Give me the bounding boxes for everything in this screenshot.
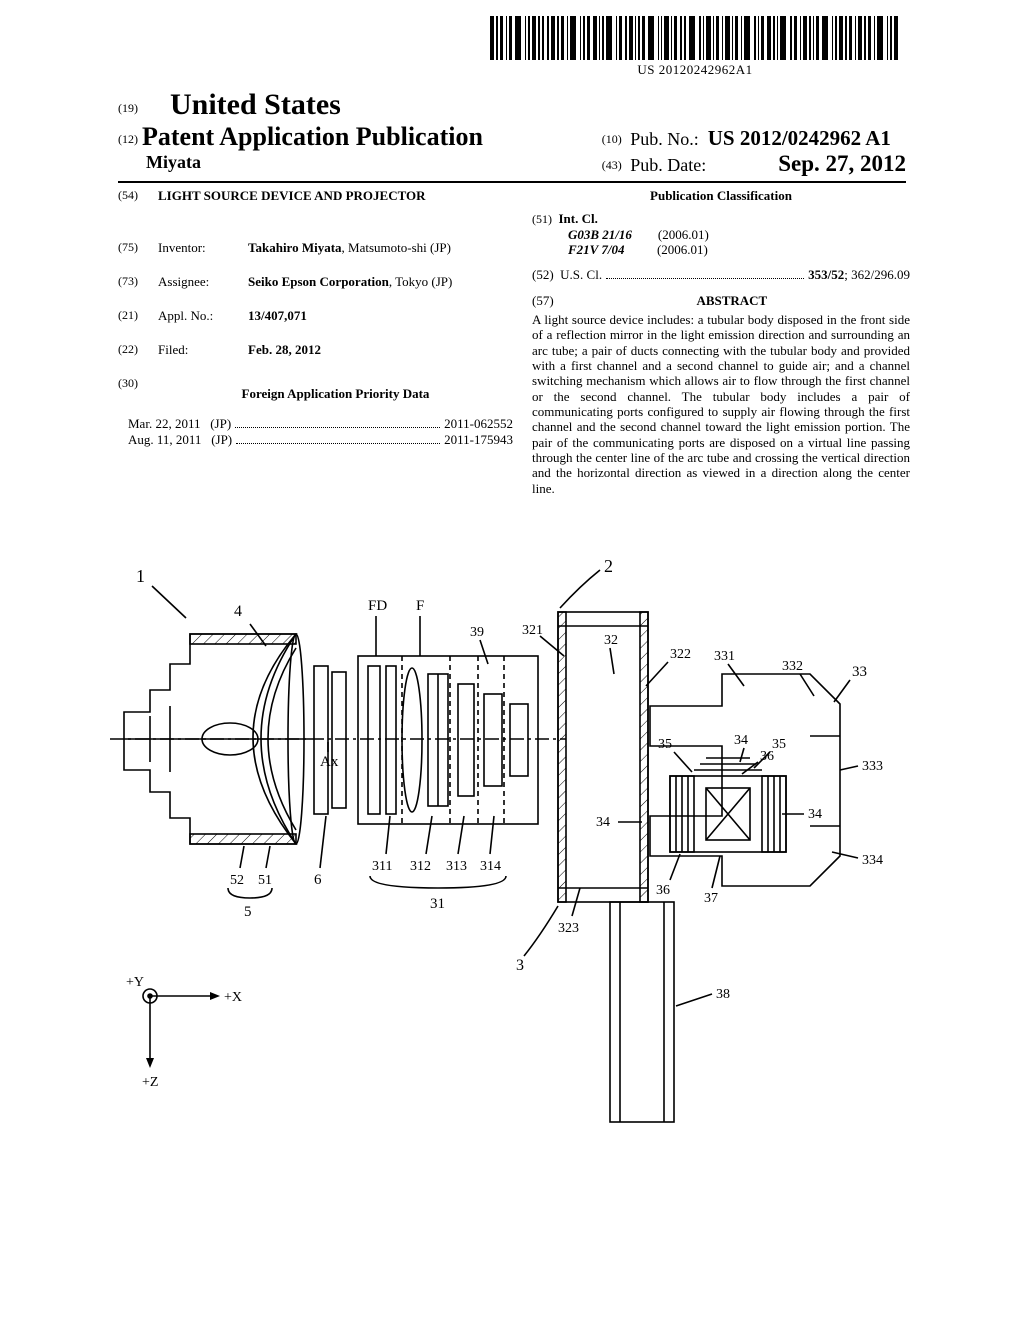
fig-label-331: 331 — [714, 649, 735, 664]
ipc-2-edition: (2006.01) — [657, 242, 708, 257]
abstract-text: A light source device includes: a tubula… — [532, 312, 910, 496]
applno-label: Appl. No.: — [158, 308, 248, 324]
fig-label-313: 313 — [446, 859, 467, 874]
code-21: (21) — [118, 308, 158, 324]
code-57: (57) — [532, 293, 554, 308]
assignee-label: Assignee: — [158, 274, 248, 290]
fp2-number: 2011-175943 — [444, 432, 513, 448]
fig-label-39: 39 — [470, 625, 484, 640]
pubdate-label: Pub. Date: — [630, 155, 706, 175]
fig-label-34b: 34 — [734, 733, 748, 748]
fp2-date: Aug. 11, 2011 — [128, 432, 201, 448]
prefix-43: (43) — [602, 158, 622, 172]
code-30: (30) — [118, 376, 158, 410]
barcode-number: US 20120242962A1 — [637, 62, 752, 78]
code-73: (73) — [118, 274, 158, 290]
application-number: 13/407,071 — [248, 308, 513, 324]
barcode-block: US 20120242962A1 — [490, 16, 900, 78]
intcl-label: Int. Cl. — [559, 211, 598, 226]
fig-label-fd: FD — [368, 598, 387, 614]
inventor-label: Inventor: — [158, 240, 248, 256]
invention-title: LIGHT SOURCE DEVICE AND PROJECTOR — [158, 188, 426, 204]
prefix-19: (19) — [118, 101, 138, 115]
fig-label-32: 32 — [604, 633, 618, 648]
fig-label-334: 334 — [862, 853, 883, 868]
fig-label-5: 5 — [244, 904, 252, 920]
code-52: (52) — [532, 267, 554, 282]
classification-heading: Publication Classification — [532, 188, 910, 203]
code-51: (51) — [532, 212, 552, 226]
fig-label-321: 321 — [522, 623, 543, 638]
fig-label-51: 51 — [258, 873, 272, 888]
header: (19) United States (12) Patent Application… — [118, 88, 906, 183]
fig-label-33: 33 — [852, 664, 867, 680]
patent-figure: 1 2 4 Ax 52 51 5 6 FD F — [110, 556, 914, 1176]
fig-axis-x: +X — [224, 990, 242, 1005]
ipc-1: G03B 21/16 — [568, 227, 632, 242]
fig-label-2: 2 — [604, 556, 613, 576]
assignee-name: Seiko Epson Corporation — [248, 274, 389, 289]
author-name: Miyata — [146, 152, 483, 173]
ipc-1-edition: (2006.01) — [658, 227, 709, 242]
publication-type: Patent Application Publication — [142, 122, 483, 151]
fig-label-34c: 34 — [808, 807, 822, 822]
fp1-number: 2011-062552 — [444, 416, 513, 432]
fig-label-6: 6 — [314, 872, 322, 888]
filed-label: Filed: — [158, 342, 248, 358]
code-75: (75) — [118, 240, 158, 256]
fig-label-322: 322 — [670, 647, 691, 662]
publication-number: US 2012/0242962 A1 — [708, 126, 891, 150]
abstract-heading: ABSTRACT — [554, 293, 910, 308]
pubno-label: Pub. No.: — [630, 129, 699, 149]
assignee-location: , Tokyo (JP) — [389, 274, 453, 289]
fig-label-f: F — [416, 598, 424, 614]
fig-label-1: 1 — [136, 566, 145, 586]
uscl-value: 353/52; 362/296.09 — [808, 267, 910, 282]
inventor-name: Takahiro Miyata — [248, 240, 342, 255]
fig-label-333: 333 — [862, 759, 883, 774]
country-title: United States — [170, 88, 341, 121]
fig-axis-z: +Z — [142, 1075, 158, 1090]
abstract-block: Publication Classification (51) Int. Cl.… — [532, 188, 910, 496]
fig-label-312: 312 — [410, 859, 431, 874]
fig-label-31: 31 — [430, 896, 445, 912]
fig-label-36b: 36 — [656, 883, 670, 898]
ipc-2: F21V 7/04 — [568, 242, 624, 257]
uscl-label: U.S. Cl. — [560, 267, 602, 282]
fig-label-35a: 35 — [658, 737, 672, 752]
fig-label-35b: 35 — [772, 737, 786, 752]
foreign-priority-heading: Foreign Application Priority Data — [158, 386, 513, 402]
barcode — [490, 16, 900, 60]
fig-label-323: 323 — [558, 921, 579, 936]
fp1-country: (JP) — [210, 416, 231, 432]
fig-label-52: 52 — [230, 873, 244, 888]
fig-label-37: 37 — [704, 891, 718, 906]
fig-label-ax: Ax — [320, 754, 339, 770]
publication-date: Sep. 27, 2012 — [778, 151, 906, 176]
biblio-block: (54) LIGHT SOURCE DEVICE AND PROJECTOR (… — [118, 188, 513, 448]
fig-label-314: 314 — [480, 859, 501, 874]
filed-date: Feb. 28, 2012 — [248, 342, 513, 358]
fig-label-311: 311 — [372, 859, 392, 874]
fig-label-36a: 36 — [760, 749, 774, 764]
code-54: (54) — [118, 188, 158, 222]
fig-label-332: 332 — [782, 659, 803, 674]
fig-label-38: 38 — [716, 987, 730, 1002]
fp1-date: Mar. 22, 2011 — [128, 416, 200, 432]
fig-axis-y: +Y — [126, 975, 144, 990]
code-22: (22) — [118, 342, 158, 358]
prefix-10: (10) — [602, 132, 622, 146]
fig-label-4: 4 — [234, 603, 242, 620]
inventor-location: , Matsumoto-shi (JP) — [342, 240, 451, 255]
fp2-country: (JP) — [211, 432, 232, 448]
prefix-12: (12) — [118, 132, 138, 146]
fig-label-3: 3 — [516, 957, 524, 974]
fig-label-34a: 34 — [596, 815, 610, 830]
